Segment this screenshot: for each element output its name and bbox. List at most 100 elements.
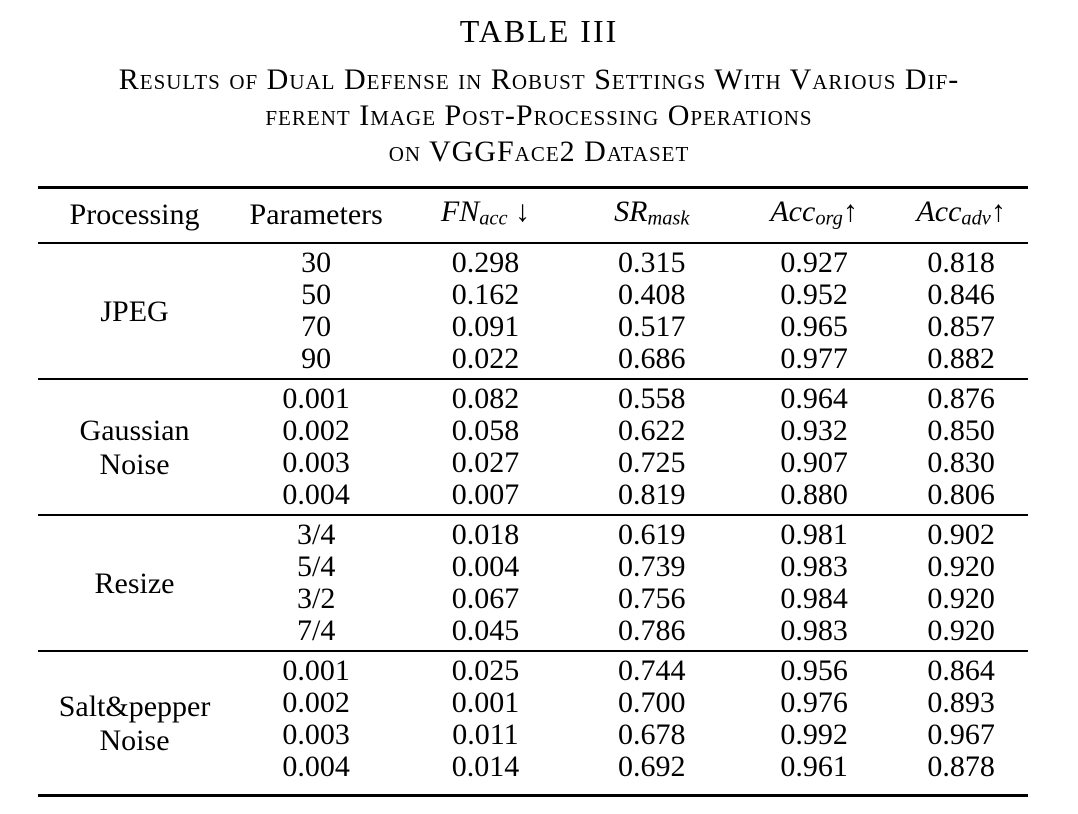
sr-cell: 0.739 [618,549,686,583]
acc-org-cell: 0.984 [780,581,848,615]
sr-subscript: mask [647,207,690,230]
sr-cell: 0.408 [618,277,686,311]
acc-org-cell: 0.981 [780,517,848,551]
table-row: 7/4 0.045 0.786 0.983 0.920 [38,615,1028,651]
fn-symbol: FN [440,195,480,228]
acc-org-cell: 0.927 [780,245,848,279]
acc-org-cell: 0.964 [780,381,848,415]
group-label-salt-pepper-noise: Salt&pepper Noise [58,690,211,758]
fn-cell: 0.298 [451,245,520,279]
up-arrow-icon: ↑ [842,195,858,228]
param-cell: 0.004 [282,749,350,783]
acc-org-cell: 0.983 [780,549,848,583]
caption-line-1: Results of Dual Defense in Robust Settin… [118,63,960,96]
acc-org-cell: 0.977 [780,341,848,375]
table-row: Resize 3/4 0.018 0.619 0.981 0.902 [38,515,1028,600]
param-cell: 0.001 [282,653,350,687]
acc-adv-cell: 0.806 [927,477,995,511]
fn-cell: 0.007 [451,477,520,511]
acc-adv-subscript: adv [961,207,991,230]
group-label-jpeg: JPEG [100,295,169,329]
sr-cell: 0.315 [618,245,686,279]
down-arrow-icon: ↓ [507,195,531,228]
param-cell: 3/2 [297,581,336,615]
table-row: 90 0.022 0.686 0.977 0.882 [38,343,1028,379]
acc-adv-cell: 0.878 [927,749,995,783]
acc-adv-cell: 0.857 [927,309,995,343]
acc-adv-cell: 0.920 [927,581,995,615]
fn-cell: 0.027 [451,445,520,479]
param-cell: 70 [301,309,332,343]
param-cell: 0.003 [282,445,350,479]
param-cell: 90 [301,341,332,375]
acc-org-cell: 0.965 [780,309,848,343]
table-caption: Results of Dual Defense in Robust Settin… [0,62,1078,170]
group-salt-pepper-noise: Salt&pepper Noise 0.001 0.025 0.744 0.956… [38,650,1028,796]
acc-adv-cell: 0.818 [927,245,995,279]
table-header-row: Processing Parameters FNacc ↓ SRmask Acc… [38,188,1028,243]
group-gaussian-noise: Gaussian Noise 0.001 0.082 0.558 0.964 0.… [38,378,1028,515]
sr-cell: 0.692 [618,749,686,783]
acc-adv-cell: 0.920 [927,549,995,583]
group-label-resize: Resize [94,567,175,601]
table-row: 0.002 0.058 0.622 0.932 0.850 [38,415,1028,447]
acc-adv-cell: 0.864 [927,653,995,687]
fn-cell: 0.067 [451,581,520,615]
param-cell: 7/4 [297,613,336,647]
sr-cell: 0.700 [618,685,686,719]
column-header-processing: Processing [69,198,200,232]
sr-cell: 0.678 [618,717,686,751]
group-label-gaussian-noise: Gaussian Noise [79,414,190,482]
fn-cell: 0.022 [451,341,520,375]
fn-cell: 0.058 [451,413,520,447]
up-arrow-icon: ↑ [990,195,1006,228]
fn-cell: 0.014 [451,749,520,783]
param-cell: 3/4 [297,517,336,551]
acc-adv-symbol: Acc [916,195,962,228]
fn-cell: 0.011 [452,717,519,751]
table-row: 0.004 0.007 0.819 0.880 0.806 [38,479,1028,515]
table-row: 0.002 0.001 0.700 0.976 0.893 [38,687,1028,719]
param-cell: 0.002 [282,413,350,447]
sr-symbol: SR [614,195,648,228]
acc-org-cell: 0.961 [780,749,848,783]
column-header-sr-mask: SRmask [570,188,734,243]
sr-cell: 0.619 [618,517,686,551]
acc-org-symbol: Acc [770,195,816,228]
caption-line-2: ferent Image Post-Processing Operations [265,99,813,132]
acc-org-cell: 0.880 [780,477,848,511]
fn-cell: 0.025 [451,653,520,687]
acc-adv-cell: 0.882 [927,341,995,375]
caption-line-3: on VGGFace2 Dataset [388,135,690,168]
column-header-acc-adv: Accadv↑ [894,188,1028,243]
table-number-title: TABLE III [459,13,619,49]
table-row: 0.003 0.027 0.725 0.907 0.830 [38,447,1028,479]
param-cell: 30 [301,245,332,279]
param-cell: 0.004 [282,477,350,511]
param-cell: 0.003 [282,717,350,751]
fn-cell: 0.018 [451,517,520,551]
table-row: 0.004 0.014 0.692 0.961 0.878 [38,751,1028,796]
param-cell: 0.002 [282,685,350,719]
acc-adv-cell: 0.846 [927,277,995,311]
fn-cell: 0.001 [451,685,520,719]
acc-adv-cell: 0.967 [927,717,995,751]
sr-cell: 0.819 [618,477,686,511]
sr-cell: 0.786 [618,613,686,647]
sr-cell: 0.756 [618,581,686,615]
param-cell: 0.001 [282,381,350,415]
results-table: Processing Parameters FNacc ↓ SRmask Acc… [38,186,1028,797]
table-row: 0.003 0.011 0.678 0.992 0.967 [38,719,1028,751]
fn-cell: 0.162 [451,277,520,311]
acc-org-cell: 0.992 [780,717,848,751]
acc-org-subscript: org [815,207,843,230]
sr-cell: 0.517 [618,309,686,343]
acc-org-cell: 0.976 [780,685,848,719]
column-header-acc-org: Accorg↑ [734,188,894,243]
fn-cell: 0.045 [451,613,520,647]
group-jpeg: JPEG 30 0.298 0.315 0.927 0.818 50 0.162… [38,242,1028,379]
acc-org-cell: 0.956 [780,653,848,687]
sr-cell: 0.558 [618,381,686,415]
param-cell: 5/4 [297,549,336,583]
